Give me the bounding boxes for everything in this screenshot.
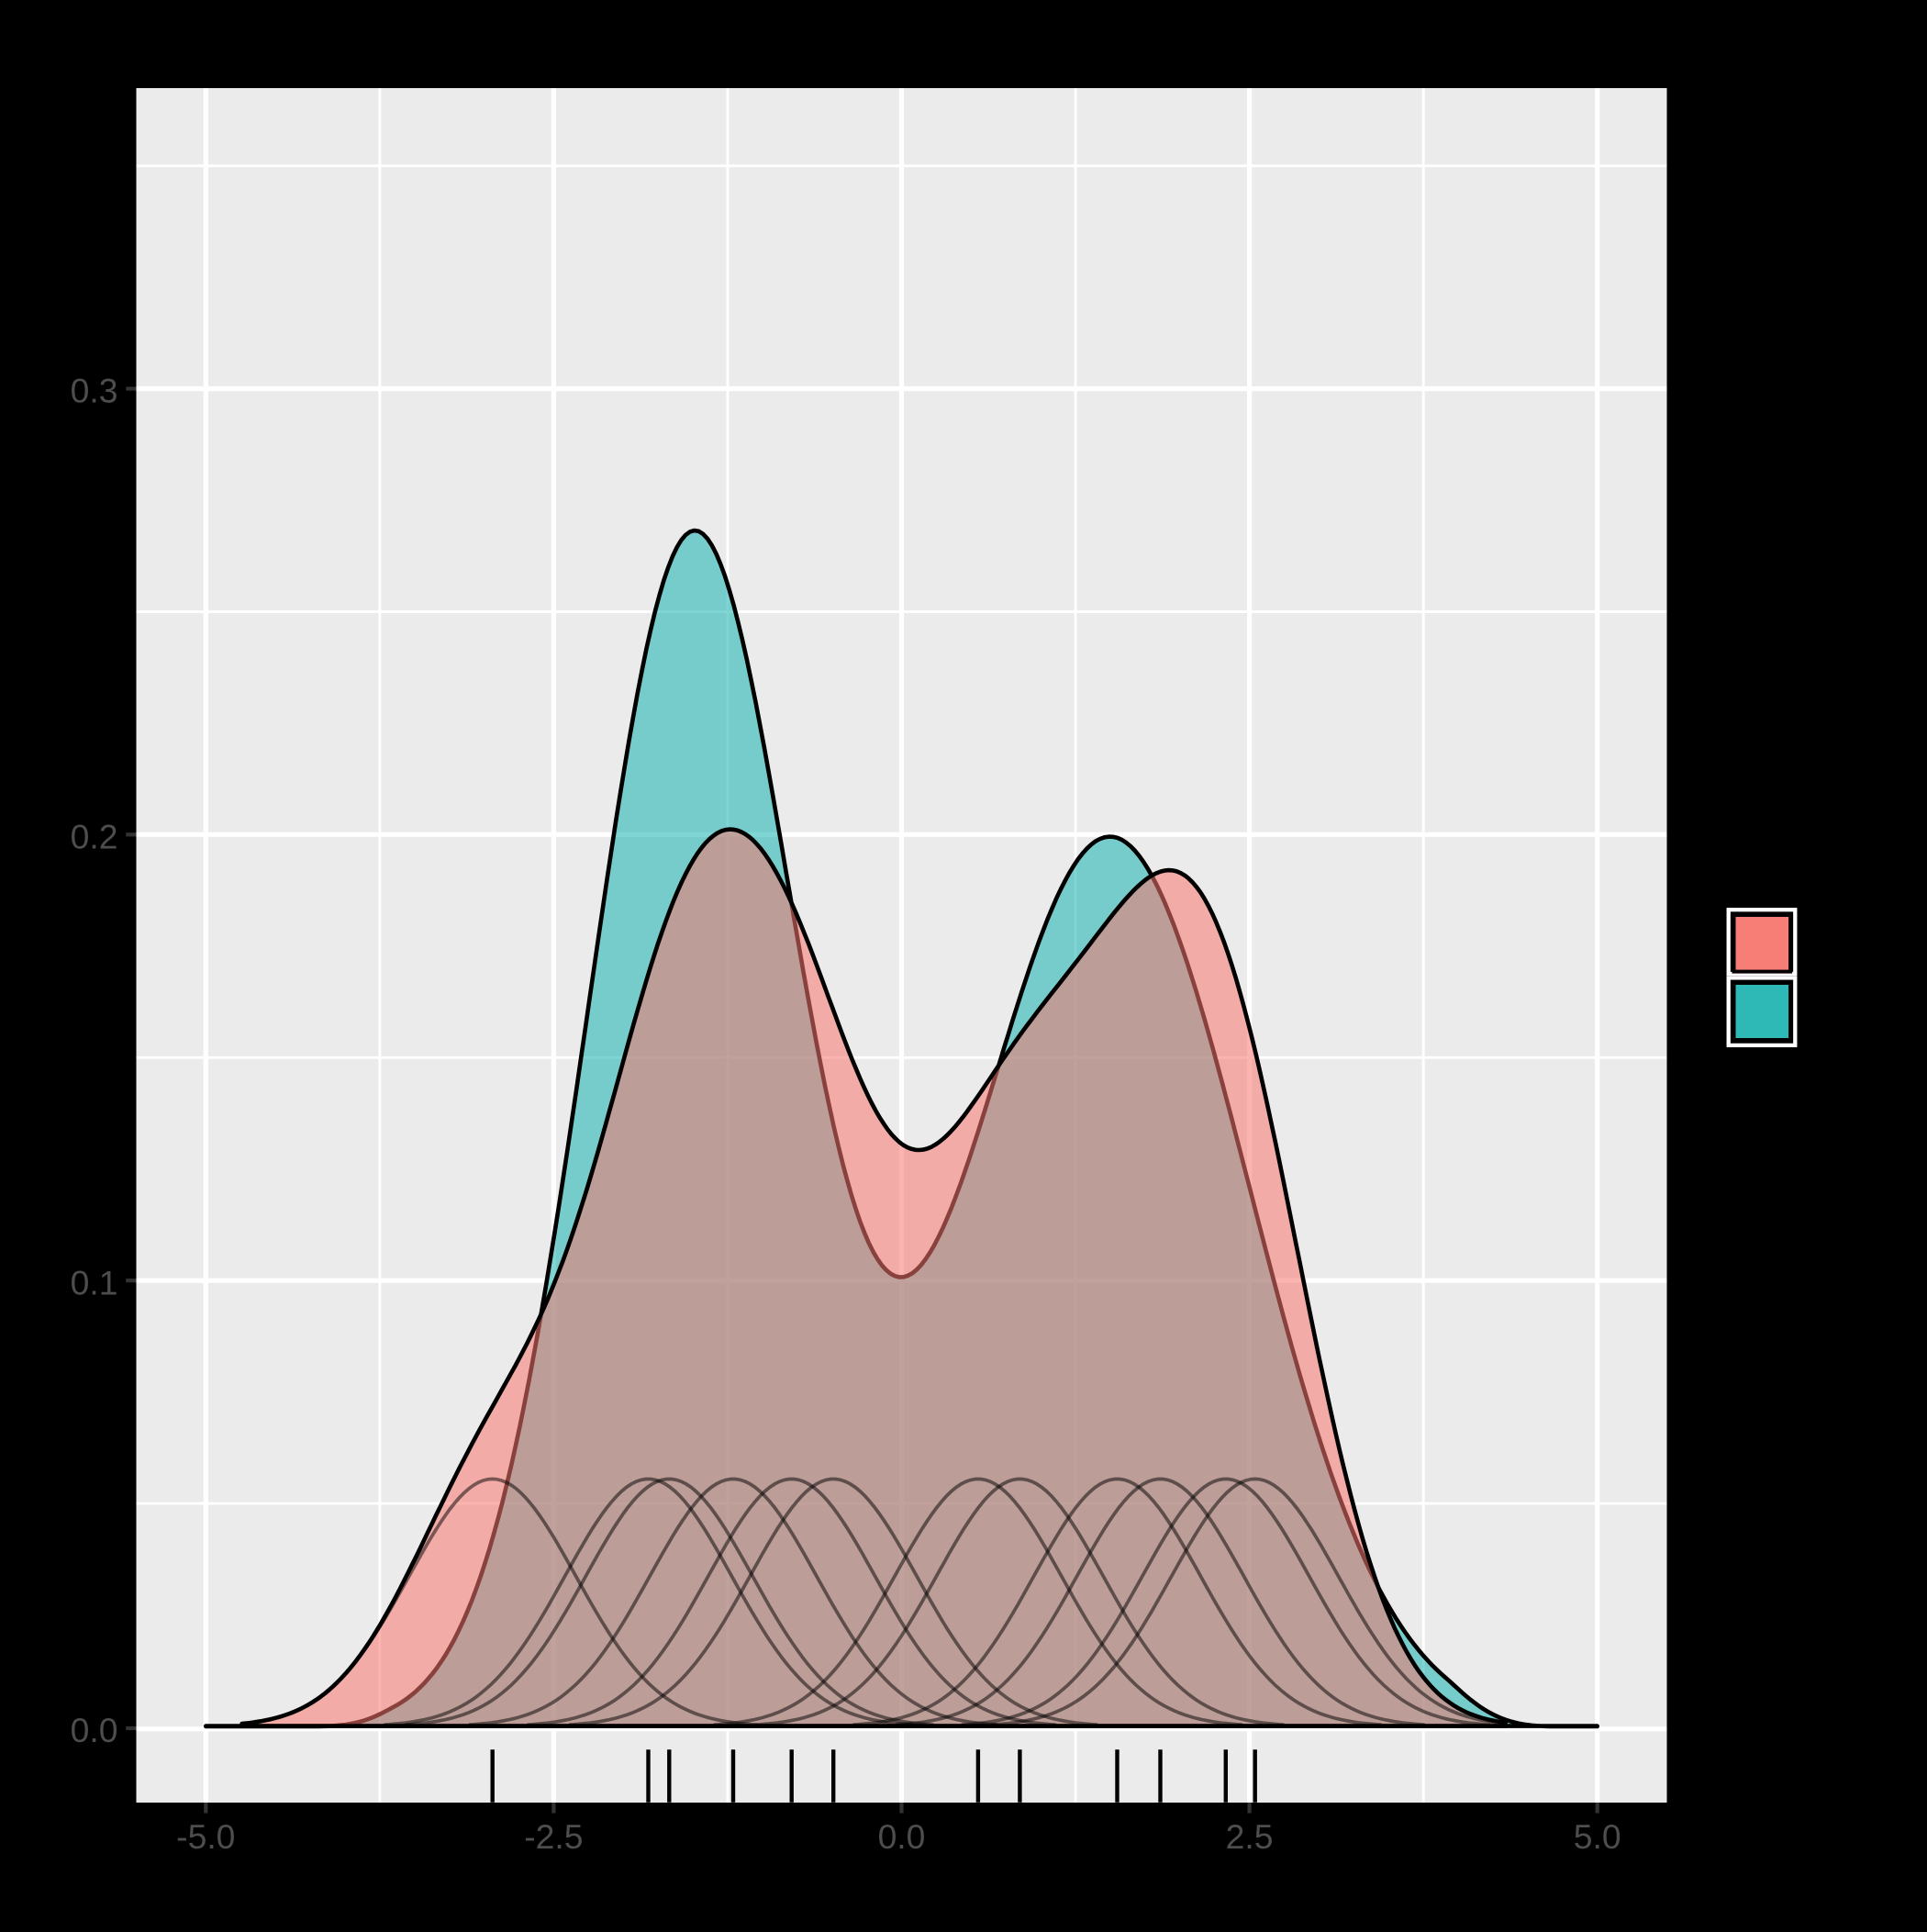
svg-text:-5.0: -5.0 — [176, 1817, 235, 1856]
svg-text:0.0: 0.0 — [71, 1711, 118, 1749]
svg-text:0.3: 0.3 — [71, 372, 118, 410]
svg-text:-2.5: -2.5 — [524, 1817, 583, 1856]
svg-text:5.0: 5.0 — [1574, 1817, 1621, 1856]
svg-text:2.5: 2.5 — [1226, 1817, 1274, 1856]
svg-text:0.0: 0.0 — [878, 1817, 926, 1856]
svg-text:0.2: 0.2 — [71, 818, 118, 856]
svg-text:0.1: 0.1 — [71, 1263, 118, 1301]
